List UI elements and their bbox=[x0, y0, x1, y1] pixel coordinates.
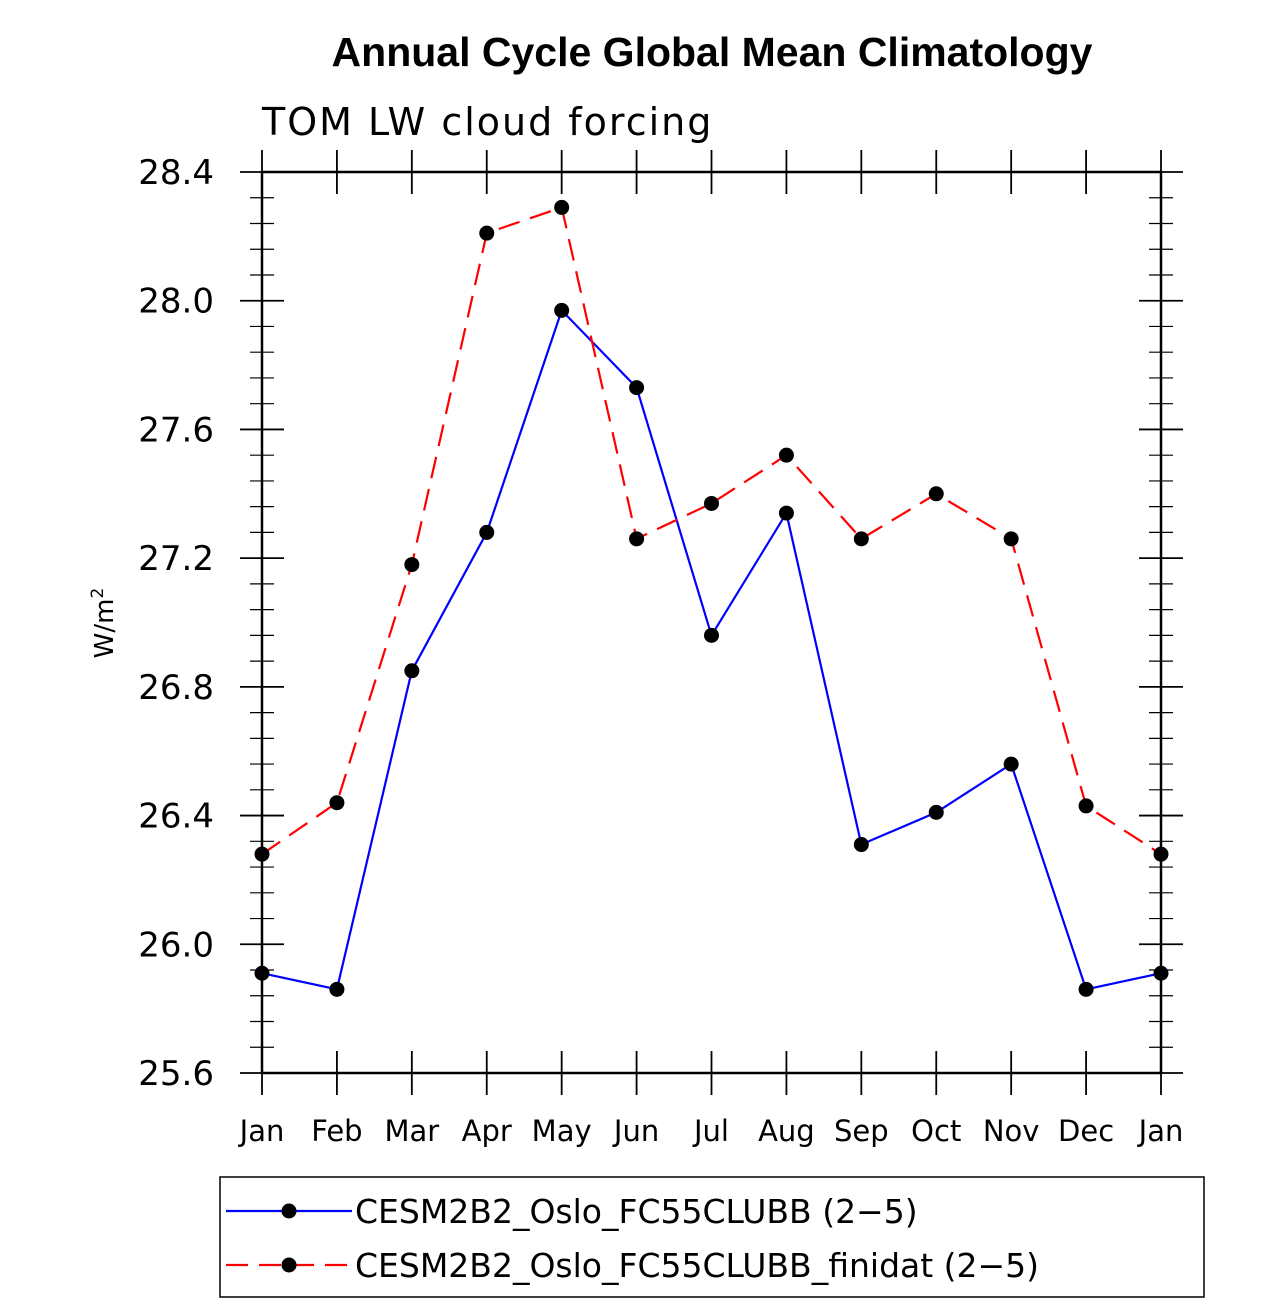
data-point-series-1 bbox=[928, 804, 944, 820]
data-point-series-2 bbox=[479, 225, 495, 241]
x-tick-label: Oct bbox=[911, 1114, 961, 1148]
data-point-series-2 bbox=[1003, 531, 1019, 547]
data-point-series-1 bbox=[554, 302, 570, 318]
y-tick-label: 28.0 bbox=[138, 282, 214, 322]
data-point-series-1 bbox=[1078, 981, 1094, 997]
x-tick-label: May bbox=[532, 1114, 592, 1148]
y-tick-label: 28.4 bbox=[138, 153, 214, 193]
chart-title: Annual Cycle Global Mean Climatology bbox=[332, 29, 1093, 75]
data-point-series-2 bbox=[778, 447, 794, 463]
y-tick-label: 25.6 bbox=[138, 1054, 214, 1094]
legend-marker-series-1 bbox=[281, 1203, 297, 1219]
x-tick-label: Jul bbox=[692, 1114, 729, 1148]
data-point-series-1 bbox=[778, 505, 794, 521]
data-point-series-2 bbox=[704, 495, 719, 511]
y-tick-label: 26.8 bbox=[138, 668, 214, 708]
y-tick-label: 26.0 bbox=[138, 925, 214, 965]
data-point-series-2 bbox=[404, 557, 420, 573]
data-point-series-1 bbox=[853, 837, 869, 853]
data-point-series-1 bbox=[329, 981, 345, 997]
data-point-series-2 bbox=[853, 531, 869, 547]
y-tick-label: 27.6 bbox=[138, 410, 214, 450]
axis-ticks bbox=[240, 150, 1183, 1095]
data-point-series-2 bbox=[554, 199, 570, 215]
y-tick-labels: 25.6 26.0 26.4 26.8 27.2 27.6 28.0 28.4 bbox=[138, 153, 214, 1094]
chart-subtitle: TOM LW cloud forcing bbox=[261, 100, 713, 144]
data-point-series-1 bbox=[629, 380, 645, 396]
x-tick-label: Feb bbox=[311, 1114, 362, 1148]
x-tick-label: Mar bbox=[384, 1114, 439, 1148]
y-tick-label: 27.2 bbox=[138, 539, 214, 579]
plot-frame bbox=[260, 170, 1163, 1075]
x-tick-label: Sep bbox=[834, 1114, 889, 1148]
data-point-series-2 bbox=[629, 531, 645, 547]
x-tick-label: Nov bbox=[983, 1114, 1040, 1148]
x-tick-label: Jan bbox=[1137, 1114, 1184, 1148]
series-line-2 bbox=[261, 205, 1162, 856]
data-point-series-1 bbox=[1003, 756, 1019, 772]
data-point-series-2 bbox=[329, 795, 345, 811]
y-tick-label: 26.4 bbox=[138, 797, 214, 837]
series-markers bbox=[254, 199, 1169, 997]
x-tick-label: Aug bbox=[758, 1114, 815, 1148]
x-tick-labels: Jan Feb Mar Apr May Jun Jul Aug Sep Oct Nov Dec Jan bbox=[238, 1114, 1184, 1148]
data-point-series-2 bbox=[1078, 798, 1094, 814]
legend-label-series-1: CESM2B2_Oslo_FC55CLUBB (2−5) bbox=[355, 1192, 918, 1231]
series-line-1 bbox=[261, 308, 1162, 991]
legend: CESM2B2_Oslo_FC55CLUBB (2−5) CESM2B2_Osl… bbox=[219, 1176, 1205, 1298]
legend-marker-series-2 bbox=[281, 1257, 297, 1273]
x-tick-label: Jun bbox=[612, 1114, 659, 1148]
y-axis-label: W/m2 bbox=[88, 588, 120, 659]
data-point-series-2 bbox=[928, 486, 944, 502]
x-tick-label: Apr bbox=[462, 1114, 512, 1148]
data-point-series-1 bbox=[479, 524, 495, 540]
data-point-series-1 bbox=[704, 627, 719, 643]
legend-label-series-2: CESM2B2_Oslo_FC55CLUBB_finidat (2−5) bbox=[355, 1246, 1039, 1285]
x-tick-label: Jan bbox=[238, 1114, 285, 1148]
x-tick-label: Dec bbox=[1058, 1114, 1114, 1148]
data-point-series-1 bbox=[404, 663, 420, 679]
legend-box bbox=[219, 1176, 1205, 1298]
series-lines bbox=[261, 205, 1162, 991]
